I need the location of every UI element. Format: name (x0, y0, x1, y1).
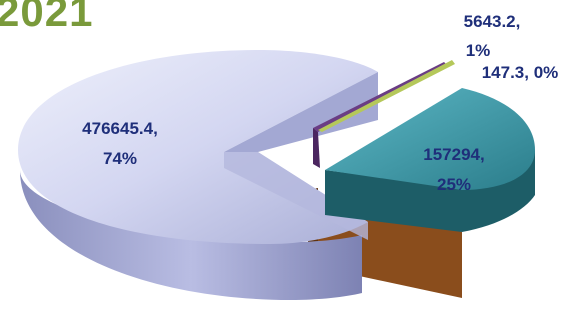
slice-green (318, 60, 455, 132)
slice-purple-side (313, 128, 320, 168)
label-slice-purple-value: 5643.2, (464, 12, 521, 31)
slice-teal (325, 88, 535, 190)
label-slice-green: 147.3, 0% (482, 63, 559, 82)
slice-teal-side (325, 150, 535, 232)
label-slice-large-percent: 74% (103, 149, 137, 168)
label-slice-teal-value: 157294, (423, 145, 484, 164)
slice-purple (313, 62, 448, 132)
label-slice-teal-percent: 25% (437, 175, 471, 194)
slice-large-side (20, 170, 362, 300)
chart-title: 2021 (0, 0, 94, 35)
slice-large-cut-inner (224, 152, 368, 240)
label-slice-purple-percent: 1% (466, 41, 491, 60)
label-slice-large-value: 476645.4, (82, 119, 158, 138)
slice-large-cut (224, 72, 378, 152)
